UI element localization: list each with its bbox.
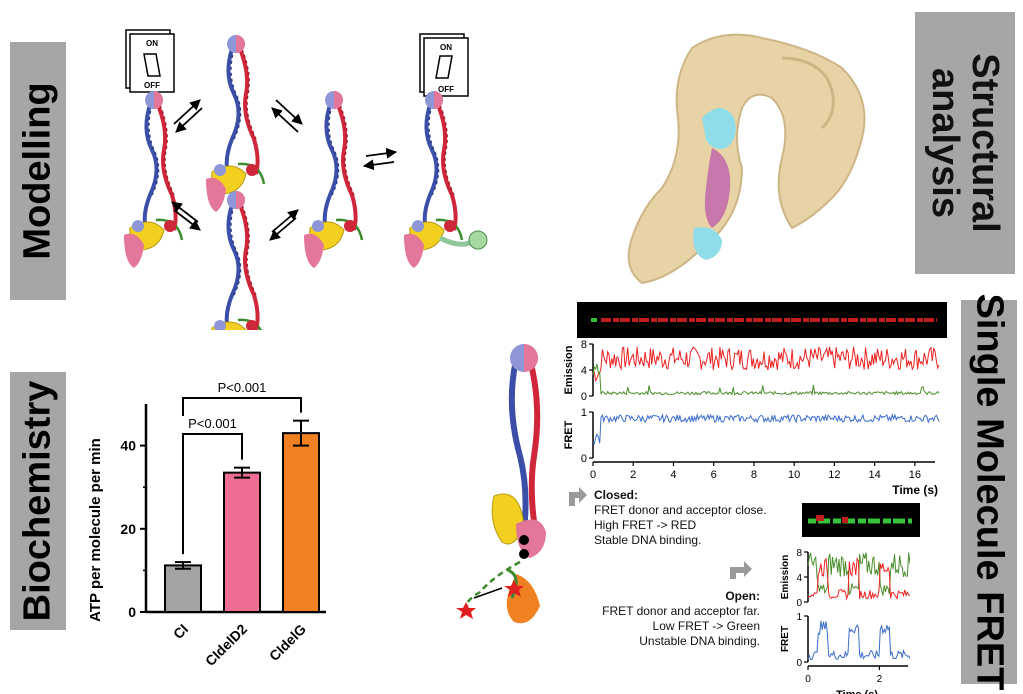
- kymograph-open: [802, 503, 920, 537]
- x-tick-label: 2: [877, 674, 883, 685]
- y-tick-label: 1: [581, 407, 587, 419]
- x-tick-label: 10: [788, 469, 800, 481]
- smfret-label-box: Single Molecule FRET: [961, 294, 1017, 690]
- x-tick-label: 0: [805, 674, 811, 685]
- x-tick-label: 16: [909, 469, 921, 481]
- fret-molecule-diagram: [456, 344, 546, 624]
- atp-bar-chart: ATP per molecule per min 0 20 40 CI CIdelD2 C…: [87, 380, 326, 669]
- y-tick-label: 4: [581, 365, 587, 377]
- x-tick-label: 14: [869, 469, 881, 481]
- x-tick-label: 8: [751, 469, 757, 481]
- y-tick-label: 40: [120, 438, 136, 454]
- modelling-label: Modelling: [16, 82, 59, 260]
- modelling-diagram: ON OFF ON OFF: [122, 29, 488, 330]
- molecule-state-5: [402, 89, 488, 270]
- equilibrium-arrows: [171, 99, 398, 241]
- fret-trace-blue: [807, 620, 910, 661]
- y-tick-label: 8: [796, 548, 802, 559]
- biochemistry-label-box: Biochemistry: [10, 372, 66, 630]
- y-tick-label: 1: [796, 612, 802, 623]
- molecule-state-3: [302, 89, 364, 270]
- x-axis-label: Time (s): [892, 483, 938, 497]
- open-annotation: Open: FRET donor and acceptor far. Low F…: [602, 589, 760, 648]
- y-tick-label: 0: [581, 453, 587, 465]
- y-axis-label: Emission: [563, 345, 575, 394]
- x-tick-label: 4: [670, 469, 676, 481]
- bar-cidelg: [282, 432, 320, 614]
- acceptor-trace-red: [592, 346, 940, 383]
- x-tick-label: 12: [828, 469, 840, 481]
- structural-surface-model: [627, 33, 866, 285]
- fret-trace-open: 0 4 8 Emission 0 1 FRET 0 2 Time (s): [780, 548, 910, 694]
- fret-trace-blue: [592, 412, 940, 446]
- y-tick-label: 0: [796, 598, 802, 609]
- molecule-state-4: [204, 189, 266, 330]
- y-tick-label: 4: [796, 573, 802, 584]
- bar-ci: [164, 564, 202, 614]
- y-axis-label: ATP per molecule per min: [87, 438, 104, 622]
- donor-trace-green: [592, 363, 940, 397]
- closed-arrow-icon: [569, 487, 587, 506]
- molecule-state-1: [122, 89, 184, 270]
- x-tick-label: 6: [711, 469, 717, 481]
- closed-annotation: Closed: FRET donor and acceptor close. H…: [594, 488, 767, 547]
- acceptor-trace-red: [807, 557, 910, 601]
- biochemistry-label: Biochemistry: [16, 380, 59, 622]
- y-tick-label: 0: [796, 658, 802, 669]
- svg-text:ON: ON: [440, 43, 452, 52]
- x-tick-label: CI: [170, 621, 191, 642]
- molecule-state-2: [204, 33, 266, 214]
- y-axis-label: Emission: [780, 555, 791, 599]
- y-tick-label: 0: [581, 391, 587, 403]
- y-axis-label: FRET: [563, 420, 575, 449]
- modelling-label-box: Modelling: [10, 42, 66, 300]
- y-tick-label: 20: [120, 521, 136, 537]
- x-tick-label: CIdelD2: [202, 621, 250, 669]
- y-tick-label: 8: [581, 339, 587, 351]
- kymograph-closed: [577, 302, 947, 338]
- significance-bracket: [182, 397, 302, 416]
- x-tick-label: 0: [590, 469, 596, 481]
- open-title: Open:: [725, 589, 760, 603]
- open-arrow-icon: [730, 561, 752, 579]
- closed-title: Closed:: [594, 488, 639, 502]
- significance-label: P<0.001: [218, 380, 267, 395]
- svg-text:ON: ON: [146, 39, 158, 48]
- bar-cideld2: [223, 471, 261, 613]
- switch-off-icon: ON OFF: [125, 29, 175, 93]
- switch-on-icon: ON OFF: [419, 33, 469, 97]
- significance-label: P<0.001: [188, 416, 237, 431]
- structural-label-box: Structural analysis: [915, 12, 1015, 274]
- significance-bracket: [182, 433, 243, 555]
- fret-trace-closed: 0 4 8 Emission 0 1 FRET 0 2 4 6 8 10 12 14 16 Time (s): [563, 339, 940, 497]
- svg-text:OFF: OFF: [144, 81, 160, 90]
- svg-text:OFF: OFF: [438, 85, 454, 94]
- structural-label: Structural analysis: [924, 53, 1006, 233]
- y-axis-label: FRET: [780, 626, 791, 652]
- x-axis-label: Time (s): [836, 689, 878, 694]
- y-tick-label: 0: [128, 604, 136, 620]
- x-tick-label: CIdelG: [266, 621, 309, 664]
- smfret-label: Single Molecule FRET: [968, 293, 1011, 691]
- x-tick-label: 2: [630, 469, 636, 481]
